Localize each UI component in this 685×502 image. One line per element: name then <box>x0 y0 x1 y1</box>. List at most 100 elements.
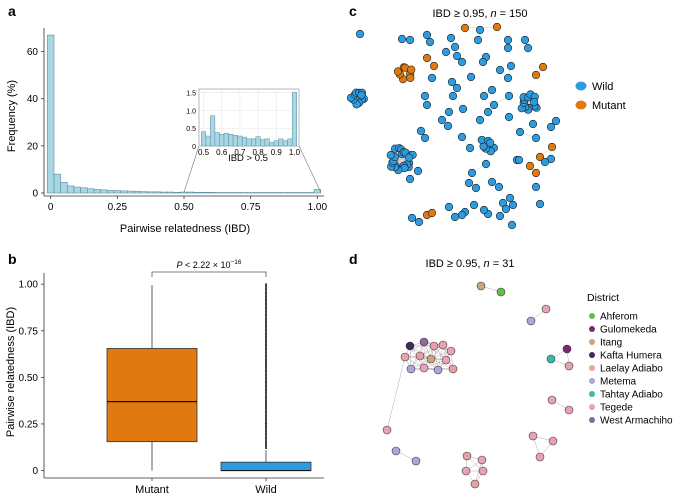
hist-bars <box>47 34 321 194</box>
box-mutant <box>106 348 198 443</box>
box-outlier <box>265 406 267 409</box>
network-c-node-wild <box>422 30 432 40</box>
box-outlier <box>265 346 267 348</box>
box-outlier <box>265 407 267 410</box>
inset-bar <box>273 140 279 147</box>
network-d-node <box>400 352 410 362</box>
hist-bar <box>133 191 141 194</box>
box-outlier <box>265 332 267 335</box>
network-c-node-wild <box>531 133 541 143</box>
network-c-node-wild <box>523 43 533 53</box>
box-outlier <box>265 391 267 394</box>
box-outlier <box>265 363 267 366</box>
network-c-node-wild <box>487 177 497 187</box>
box-outlier <box>265 436 267 439</box>
box-outlier <box>265 340 267 343</box>
hist-inset: 00.51.01.50.5 0.6 0.7 0.8 0.9 1.0 <box>183 88 321 193</box>
zoom-line-right <box>298 145 321 193</box>
box-outlier <box>265 306 267 309</box>
box-outlier <box>265 378 267 381</box>
panel-label-b: b <box>8 251 17 267</box>
box-outlier <box>265 426 267 429</box>
inset-x-tick-label: 0.6 <box>216 148 228 157</box>
network-d-node <box>406 364 416 374</box>
box-outlier <box>265 439 267 441</box>
network-c-node-wild <box>450 42 460 52</box>
box-outlier <box>265 359 267 362</box>
box-outlier <box>265 286 267 288</box>
box-outlier <box>265 303 267 306</box>
hist-bar <box>127 190 135 194</box>
box-outlier <box>265 413 267 415</box>
hist-bar <box>113 190 121 194</box>
network-d-node <box>415 351 425 361</box>
box-outlier <box>265 395 267 398</box>
box-outlier <box>265 421 267 424</box>
network-c-node-wild <box>452 83 462 93</box>
box-outlier <box>265 357 267 359</box>
box-outlier <box>265 415 267 418</box>
histogram-panel: Frequency (%) Pairwise relatedness (IBD)… <box>6 28 328 235</box>
box-outlier <box>265 366 267 369</box>
box-outlier <box>265 368 267 370</box>
box-outlier <box>265 380 267 383</box>
box-outlier <box>265 429 267 432</box>
box-outlier <box>265 290 267 292</box>
box-outlier <box>265 342 267 344</box>
inset-bar <box>269 142 275 147</box>
network-c-node-wild <box>427 73 437 83</box>
inset-x-tick-label: 0.8 <box>253 148 265 157</box>
box-outlier <box>265 384 267 387</box>
box-y-tick-label: 0 <box>32 466 38 477</box>
network-c-node-mutant <box>393 67 403 76</box>
network-d-node <box>547 395 557 405</box>
hist-bar <box>80 187 88 194</box>
network-c-node-wild <box>551 116 561 126</box>
box-outlier <box>265 298 267 301</box>
network-c-node-wild <box>405 174 415 184</box>
hist-x-label: Pairwise relatedness (IBD) <box>120 223 250 235</box>
box-outlier <box>265 339 267 342</box>
box-outlier <box>265 370 267 373</box>
network-c-node-mutant <box>531 70 541 80</box>
inset-bar <box>219 133 225 147</box>
box-outlier <box>265 402 267 404</box>
box-outlier <box>265 301 267 303</box>
box-outlier <box>265 287 267 290</box>
inset-y-tick-label: 0 <box>192 144 196 151</box>
network-c-node-wild <box>503 35 513 45</box>
network-c-node-wild <box>515 127 525 137</box>
network-d-node <box>476 281 486 291</box>
hist-x-tick-label: 0.75 <box>241 202 261 213</box>
network-c-node-wild <box>486 138 495 147</box>
box-outlier <box>265 329 267 332</box>
box-outlier <box>265 433 267 436</box>
box-outlier <box>265 440 267 443</box>
inset-bar <box>291 92 297 147</box>
box-outlier <box>265 437 267 440</box>
network-c-node-wild <box>448 91 458 101</box>
network-d-node <box>526 316 536 326</box>
network-c-node-wild <box>447 77 457 87</box>
network-c-node-wild <box>464 178 474 188</box>
network-c-node-wild <box>467 168 477 178</box>
box-outlier <box>265 333 267 336</box>
network-d-node <box>461 466 471 476</box>
hist-bar <box>187 191 195 194</box>
district-label: West Armachiho <box>600 416 673 427</box>
box-outlier <box>265 318 267 321</box>
network-c-node-wild <box>422 100 432 110</box>
hist-bar <box>87 188 95 194</box>
network-c-node-wild <box>443 121 453 131</box>
inset-bar <box>223 132 229 147</box>
box-wild <box>220 461 312 471</box>
box-outlier <box>265 351 267 354</box>
box-outlier <box>265 314 267 317</box>
district-label: Itang <box>600 338 622 349</box>
network-c-legend: Wild Mutant <box>575 81 626 112</box>
network-d-node <box>419 337 429 347</box>
network-c-node-wild <box>425 37 435 47</box>
box-outlier <box>265 424 267 426</box>
hist-bar <box>160 191 168 194</box>
box-outlier <box>265 362 267 365</box>
